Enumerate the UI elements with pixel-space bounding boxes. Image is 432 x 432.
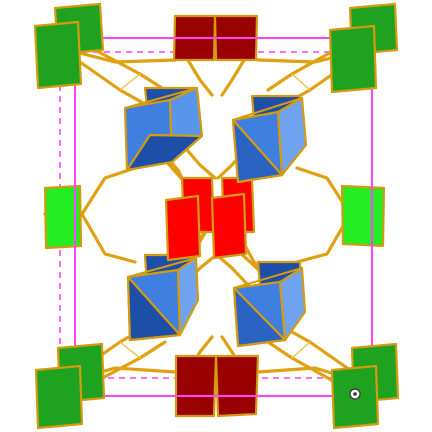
bond (220, 58, 246, 97)
green-square-top-right-front (328, 24, 378, 94)
light-green-square-right (340, 184, 386, 248)
octahedron-face (278, 266, 307, 342)
blue-octahedron (123, 86, 204, 172)
red-square-front (164, 194, 202, 262)
octahedron-face (176, 256, 200, 337)
bond (93, 340, 167, 384)
octahedron-face (276, 96, 308, 177)
dark-red-square-bottom (214, 354, 260, 418)
green-corner-squares (33, 2, 400, 430)
bond (93, 48, 167, 92)
octahedron-face (232, 286, 287, 348)
bond (186, 58, 214, 97)
blue-octahedra-front (123, 86, 308, 348)
red-squares-center (164, 176, 256, 262)
octahedron-edge (127, 257, 197, 278)
bond (266, 48, 337, 92)
light-green-square-left (43, 184, 83, 250)
bond (80, 212, 137, 264)
unit-cell-front (59, 37, 373, 397)
bond (119, 341, 141, 359)
bond (78, 60, 147, 106)
light-green-squares (43, 184, 386, 250)
octahedron-face (125, 133, 204, 172)
octahedron-face (231, 118, 284, 184)
blue-octahedron (232, 266, 307, 348)
bond (291, 341, 311, 359)
bond (291, 73, 311, 91)
green-square-bottom-left-front (34, 364, 84, 430)
bond (119, 73, 141, 91)
blue-octahedron (126, 256, 200, 342)
octahedron-edge (124, 87, 198, 109)
blue-octahedron (231, 96, 308, 184)
dark-red-square-bottom (174, 354, 218, 418)
green-square-top-left-front (33, 20, 83, 90)
bond (283, 326, 352, 372)
octahedron-edge (233, 267, 303, 289)
axis-indicator-dot (353, 392, 357, 396)
bond (80, 166, 137, 216)
bond (266, 340, 337, 384)
red-square-front (210, 192, 248, 260)
octahedron-face (126, 275, 182, 342)
axis-indicator-icon (349, 388, 361, 400)
octahedron-edge (232, 97, 303, 121)
